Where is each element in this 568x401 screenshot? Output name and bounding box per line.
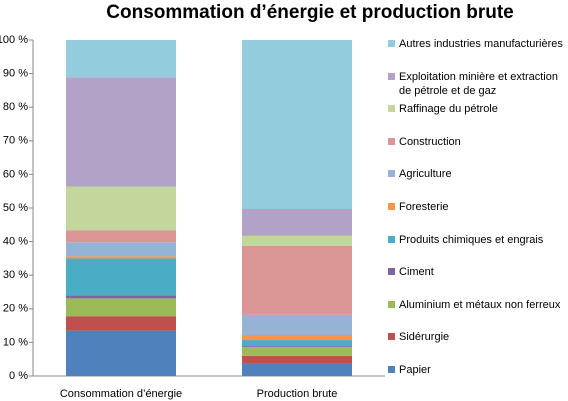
legend-label: Agriculture bbox=[399, 168, 452, 181]
legend-item: Aluminium et métaux non ferreux bbox=[388, 298, 564, 312]
legend-item: Construction bbox=[388, 135, 564, 149]
legend-item: Ciment bbox=[388, 265, 564, 279]
legend-item: Sidérurgie bbox=[388, 330, 564, 344]
legend-swatch bbox=[388, 333, 395, 341]
legend-swatch bbox=[388, 170, 395, 178]
y-tick-label: 30 % bbox=[3, 269, 28, 281]
legend-item: Foresterie bbox=[388, 200, 564, 214]
bar-segment bbox=[66, 40, 176, 78]
y-tick-label: 0 % bbox=[9, 370, 28, 382]
y-tick-label: 90 % bbox=[3, 68, 28, 80]
y-tick-label: 60 % bbox=[3, 168, 28, 180]
bar-segment bbox=[66, 256, 176, 259]
legend-swatch bbox=[388, 203, 395, 210]
bar-segment bbox=[66, 230, 176, 243]
bar-segment bbox=[242, 335, 352, 341]
legend-label: Aluminium et métaux non ferreux bbox=[399, 298, 561, 311]
bar-segment bbox=[242, 235, 352, 246]
y-tick-label: 80 % bbox=[3, 101, 28, 113]
x-tick-label: Consommation d’énergie bbox=[60, 388, 182, 400]
bar-segment bbox=[66, 295, 176, 299]
bar-segment bbox=[66, 258, 176, 296]
bar-segment bbox=[242, 355, 352, 364]
y-tick-label: 10 % bbox=[3, 336, 28, 348]
y-tick-label: 40 % bbox=[3, 236, 28, 248]
legend-item: Exploitation minière et extraction de pé… bbox=[388, 70, 564, 98]
bar-segment bbox=[66, 186, 176, 231]
bar-segment bbox=[66, 298, 176, 317]
legend-label: Foresterie bbox=[399, 201, 449, 213]
legend-label: Autres industries manufacturières bbox=[399, 38, 563, 50]
legend-swatch bbox=[388, 105, 395, 113]
legend-label: Construction bbox=[399, 135, 461, 148]
legend-label: Ciment bbox=[399, 266, 434, 279]
legend-label: Raffinage du pétrole bbox=[399, 103, 498, 116]
bar-segment bbox=[66, 242, 176, 257]
legend-swatch bbox=[388, 40, 395, 47]
bar-segment bbox=[242, 40, 352, 210]
y-tick-label: 70 % bbox=[3, 135, 28, 147]
bar-segment bbox=[242, 245, 352, 315]
bar-segment bbox=[66, 316, 176, 331]
legend-label: Exploitation minière et extraction de pé… bbox=[399, 70, 558, 97]
bar-segment bbox=[242, 347, 352, 356]
y-tick-label: 50 % bbox=[3, 202, 28, 214]
bar-segment bbox=[242, 346, 352, 348]
legend-swatch bbox=[388, 235, 395, 243]
y-tick-label: 100 % bbox=[0, 34, 28, 46]
legend-swatch bbox=[388, 300, 395, 308]
legend-label: Sidérurgie bbox=[399, 331, 450, 344]
legend-swatch bbox=[388, 137, 395, 145]
bar-segment bbox=[66, 330, 176, 376]
legend-label: Papier bbox=[399, 364, 431, 376]
y-tick-label: 20 % bbox=[3, 303, 28, 315]
legend-item: Raffinage du pétrole bbox=[388, 102, 564, 116]
bar-segment bbox=[242, 340, 352, 347]
legend-swatch bbox=[388, 268, 395, 276]
bar-segment bbox=[242, 209, 352, 236]
legend-label: Produits chimiques et engrais bbox=[399, 233, 544, 246]
legend-swatch bbox=[388, 366, 395, 373]
legend-item: Produits chimiques et engrais bbox=[388, 233, 564, 247]
bar-segment bbox=[66, 77, 176, 187]
bar-segment bbox=[242, 314, 352, 336]
x-tick-label: Production brute bbox=[257, 388, 338, 400]
chart-title: Consommation d’énergie et production bru… bbox=[106, 2, 513, 23]
legend-swatch bbox=[388, 72, 395, 80]
legend-item: Autres industries manufacturières bbox=[388, 37, 564, 51]
legend-item: Papier bbox=[388, 363, 564, 377]
legend-item: Agriculture bbox=[388, 167, 564, 181]
bar-segment bbox=[242, 363, 352, 376]
